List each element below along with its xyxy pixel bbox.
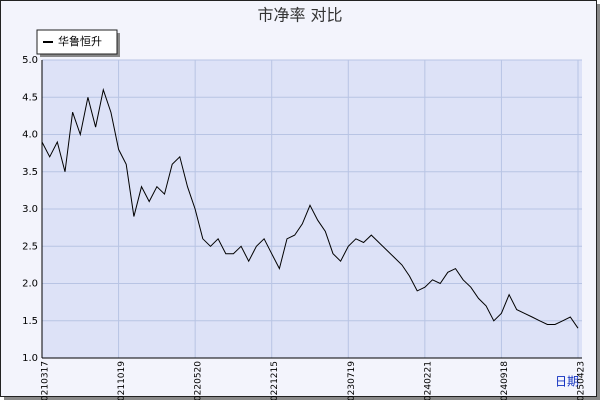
legend-label: 华鲁恒升 bbox=[58, 34, 102, 48]
y-tick-label: 1.5 bbox=[22, 316, 38, 327]
x-tick-label: 20221215 bbox=[270, 361, 280, 400]
x-tick-label: 20230719 bbox=[347, 361, 357, 400]
y-tick-label: 3.5 bbox=[22, 167, 38, 178]
x-tick-label: 20240918 bbox=[500, 361, 510, 400]
shadow bbox=[4, 397, 600, 400]
chart-title: 市净率 对比 bbox=[257, 6, 342, 25]
x-axis-label: 日期 bbox=[555, 375, 579, 389]
x-tick-label: 20211019 bbox=[117, 361, 127, 400]
y-tick-label: 4.5 bbox=[22, 92, 38, 103]
y-tick-label: 1.0 bbox=[22, 353, 38, 364]
y-tick-label: 4.0 bbox=[22, 130, 38, 141]
y-tick-label: 3.0 bbox=[22, 204, 38, 215]
y-tick-label: 5.0 bbox=[22, 55, 38, 66]
x-tick-label: 20250423 bbox=[577, 361, 587, 400]
y-tick-label: 2.5 bbox=[22, 241, 38, 252]
y-tick-label: 2.0 bbox=[22, 279, 38, 290]
shadow bbox=[597, 4, 600, 400]
x-tick-label: 20220520 bbox=[194, 361, 204, 400]
line bbox=[41, 87, 579, 329]
x-tick-label: 20210317 bbox=[41, 361, 51, 400]
legend: 华鲁恒升 bbox=[36, 29, 120, 57]
x-tick-label: 20240221 bbox=[423, 361, 433, 400]
